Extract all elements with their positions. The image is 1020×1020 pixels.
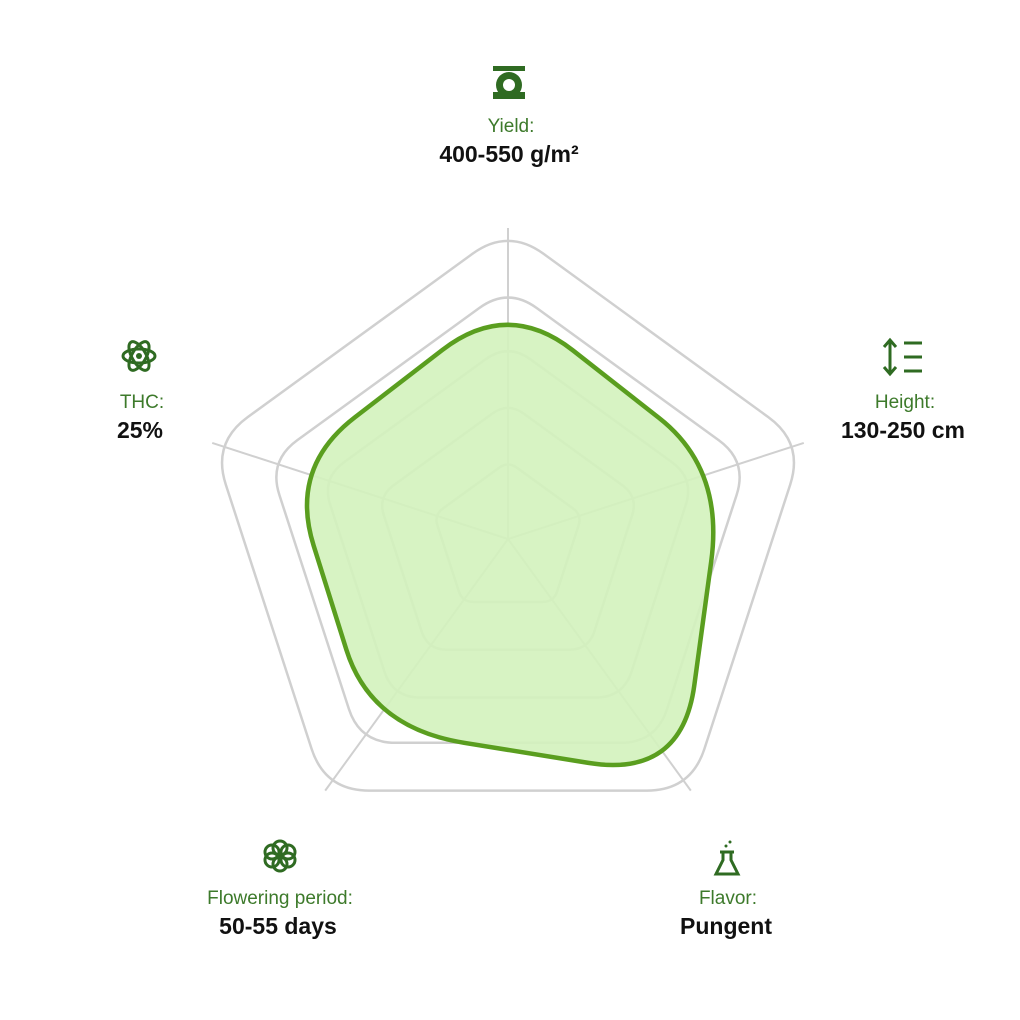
category-detail: 25% xyxy=(117,417,163,443)
labels: Yield: 400-550 g/m² Height: 130-250 cm Flavo… xyxy=(117,116,965,939)
icon-height xyxy=(882,337,922,377)
category-label: THC: xyxy=(120,392,164,413)
icon-flower xyxy=(263,839,297,873)
category-label: Flowering period: xyxy=(207,888,353,909)
category-detail: 130-250 cm xyxy=(841,417,965,443)
series xyxy=(304,322,716,768)
category-detail: 400-550 g/m² xyxy=(439,141,579,167)
category-label: Yield: xyxy=(488,116,535,137)
category-label: Height: xyxy=(875,392,935,413)
data-area xyxy=(304,322,716,768)
category-label: Flavor: xyxy=(699,888,757,909)
category-detail: 50-55 days xyxy=(219,913,337,939)
icon-scale xyxy=(493,66,525,99)
icon-flask xyxy=(713,840,741,876)
grid-ring xyxy=(220,239,796,792)
category-detail: Pungent xyxy=(680,913,772,939)
icon-atom xyxy=(121,340,157,372)
